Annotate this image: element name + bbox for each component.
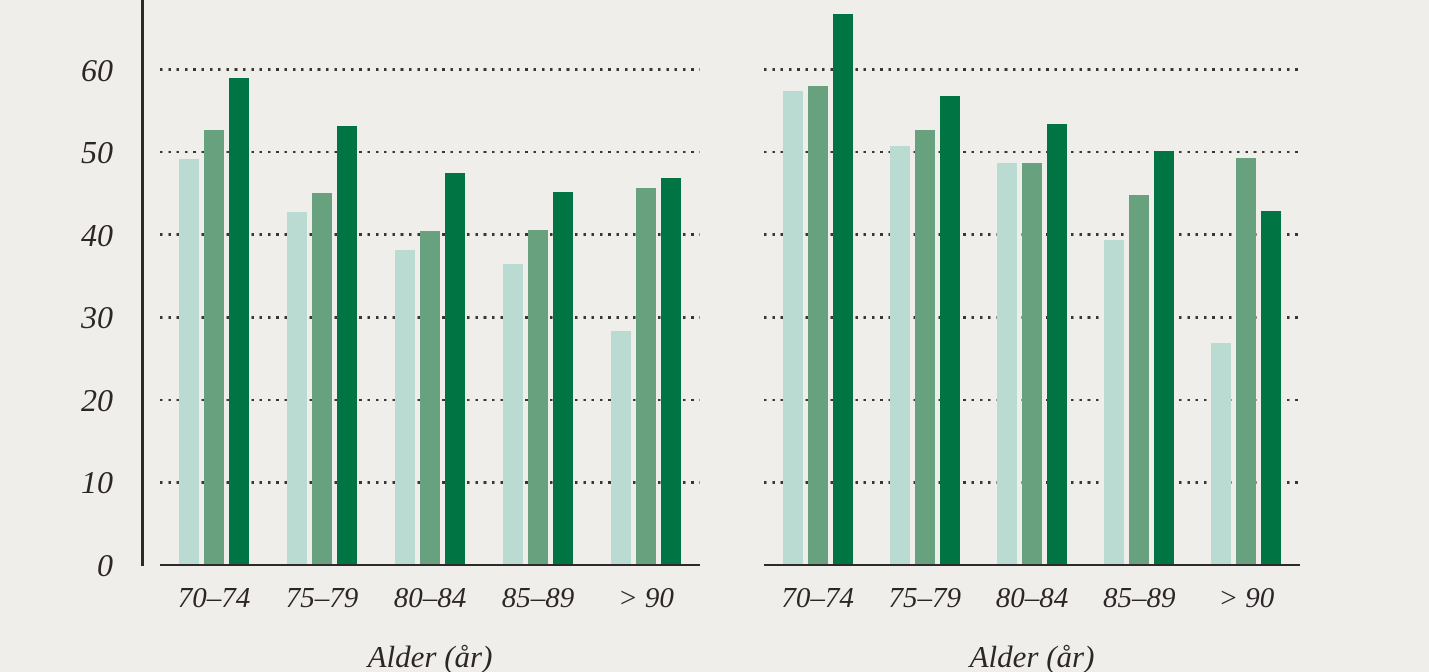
bar-80–84-series2: [1022, 162, 1042, 565]
bar-80–84-series3: [445, 172, 465, 565]
x-tick-label-70–74: 70–74: [177, 582, 251, 614]
x-tick-label-75–79: 75–79: [285, 582, 359, 614]
x-tick-label-70–74: 70–74: [781, 582, 854, 614]
y-tick-label-0: 0: [97, 547, 113, 583]
x-tick-label-75–79: 75–79: [888, 582, 962, 614]
bar-70–74-series3: [229, 77, 249, 565]
bar-85–89-series1: [1104, 239, 1125, 565]
bar-85–89-series3: [553, 191, 573, 565]
bar-75–79-series1: [889, 145, 910, 565]
bar-70–74-series1: [782, 91, 803, 565]
bar-85–89-series2: [1129, 195, 1150, 565]
bar-90-series1: [611, 331, 631, 565]
y-tick-label-50: 50: [81, 134, 113, 171]
x-tick-label-80–84: 80–84: [393, 582, 467, 614]
y-gridline-60: [160, 68, 700, 71]
bar-90-series3: [661, 177, 681, 565]
bar-85–89-series1: [503, 264, 523, 565]
x-axis-title-right: Alder (år): [969, 639, 1095, 672]
bar-70–74-series2: [807, 86, 828, 565]
y-tick-label-20: 20: [81, 381, 113, 418]
y-axis-line: [141, 0, 144, 567]
y-gridline-50: [160, 150, 700, 154]
bar-80–84-series2: [420, 230, 440, 565]
bar-85–89-series3: [1154, 151, 1175, 565]
x-axis-title-left: Alder (år): [367, 639, 493, 672]
bar-90-series3: [1261, 210, 1282, 565]
y-tick-label-40: 40: [81, 216, 113, 253]
bar-70–74-series3: [832, 14, 853, 565]
bar-90-series1: [1211, 342, 1232, 565]
bar-70–74-series2: [204, 129, 224, 565]
bar-90-series2: [636, 187, 656, 565]
bar-75–79-series2: [312, 192, 332, 565]
bar-75–79-series2: [914, 129, 935, 565]
bar-75–79-series3: [337, 125, 357, 565]
bar-70–74-series1: [179, 158, 199, 565]
bar-80–84-series3: [1047, 124, 1067, 565]
x-tick-label-80–84: 80–84: [995, 582, 1069, 614]
bar-80–84-series1: [997, 162, 1017, 565]
bar-85–89-series2: [528, 229, 548, 565]
y-gridline-50: [764, 150, 1300, 154]
x-axis-line: [160, 563, 700, 567]
x-tick-label-90: > 90: [1218, 582, 1275, 614]
y-gridline-60: [764, 68, 1300, 71]
bar-90-series2: [1236, 157, 1257, 565]
x-tick-label-90: > 90: [618, 582, 674, 614]
bar-75–79-series3: [939, 96, 960, 565]
y-tick-label-10: 10: [81, 464, 113, 501]
x-tick-label-85–89: 85–89: [501, 582, 575, 614]
bar-75–79-series1: [287, 212, 307, 565]
y-tick-label-30: 30: [81, 299, 113, 336]
x-axis-line: [764, 563, 1300, 567]
y-tick-label-60: 60: [81, 51, 113, 88]
x-tick-label-85–89: 85–89: [1102, 582, 1176, 614]
bar-80–84-series1: [395, 250, 415, 565]
